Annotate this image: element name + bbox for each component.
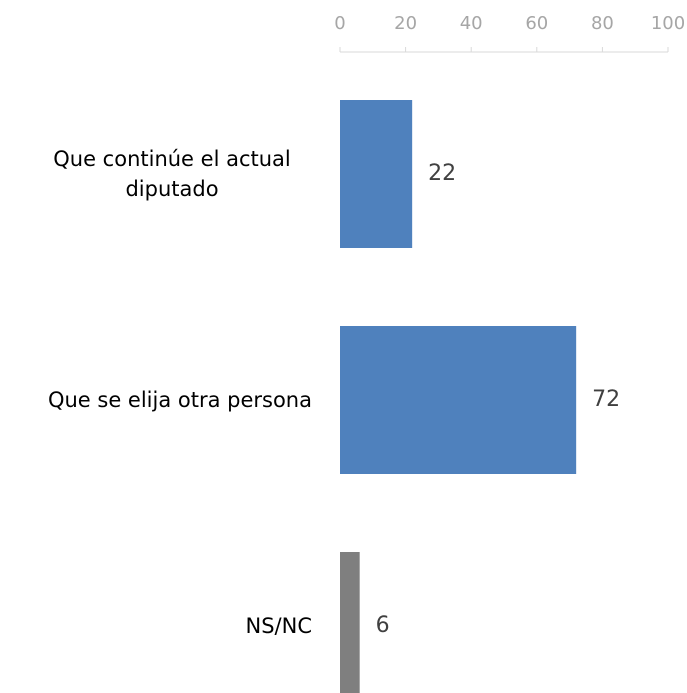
category-label: Que continúe el actual diputado [53, 147, 291, 201]
category-label-box: Que se elija otra persona [48, 370, 312, 430]
category-label-box: NS/NC [246, 596, 313, 656]
x-tick-label: 40 [460, 13, 483, 34]
x-tick-label: 100 [651, 13, 685, 34]
x-tick-label: 80 [591, 13, 614, 34]
category-label: Que se elija otra persona [47, 388, 312, 412]
x-tick-label: 0 [334, 13, 345, 34]
bar [340, 100, 413, 248]
value-label: 22 [428, 161, 456, 186]
value-label: 6 [376, 613, 390, 638]
value-label: 72 [592, 387, 620, 412]
category-label: NS/NC [245, 614, 313, 638]
bar [340, 552, 360, 693]
category-label-box: Que continúe el actual diputado [32, 144, 312, 204]
x-tick-label: 20 [394, 13, 417, 34]
bar [340, 326, 577, 474]
x-tick-label: 60 [525, 13, 548, 34]
